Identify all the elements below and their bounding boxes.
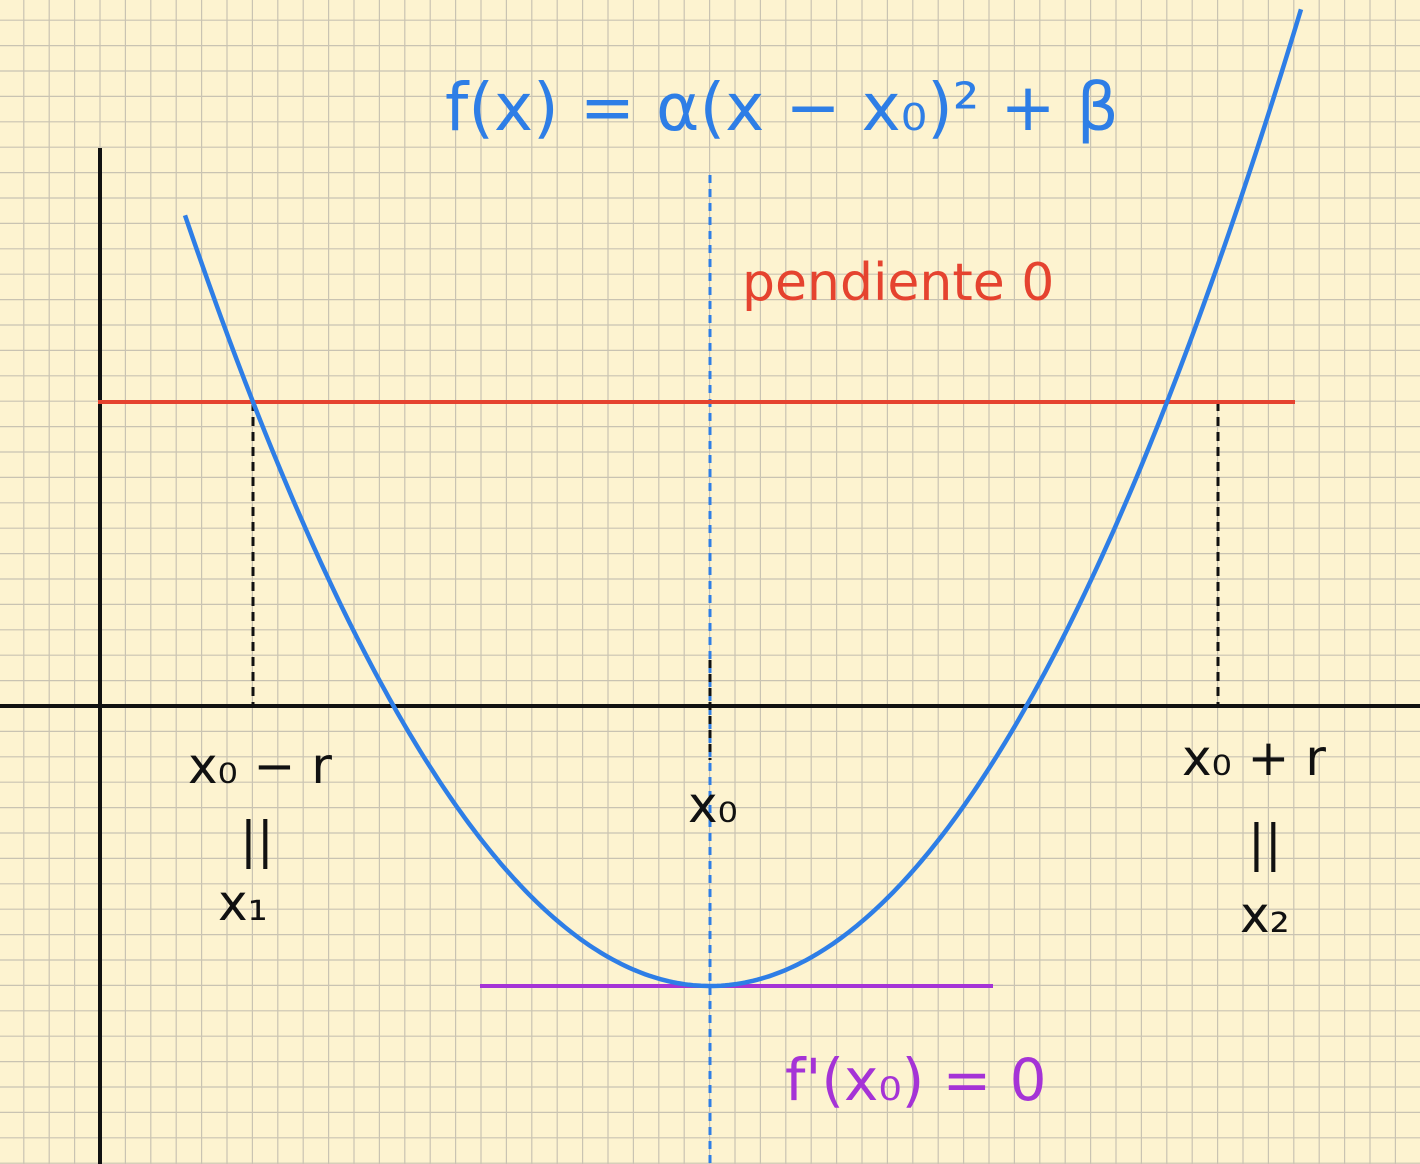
x0-label: x₀ [688, 776, 738, 834]
x0-plus-r-label: x₀ + r [1182, 729, 1326, 787]
x1-label: x₁ [218, 874, 268, 932]
x2-label: x₂ [1240, 886, 1290, 944]
derivative-label: f'(x₀) = 0 [785, 1046, 1047, 1114]
tangent-slope-label: pendiente 0 [742, 253, 1054, 313]
parabola-curve [182, 8, 1304, 989]
left-equals-sign: || [240, 811, 274, 869]
x0-minus-r-label: x₀ − r [188, 737, 332, 795]
formula-label: f(x) = α(x − x₀)² + β [445, 69, 1119, 146]
right-equals-sign: || [1248, 814, 1282, 872]
